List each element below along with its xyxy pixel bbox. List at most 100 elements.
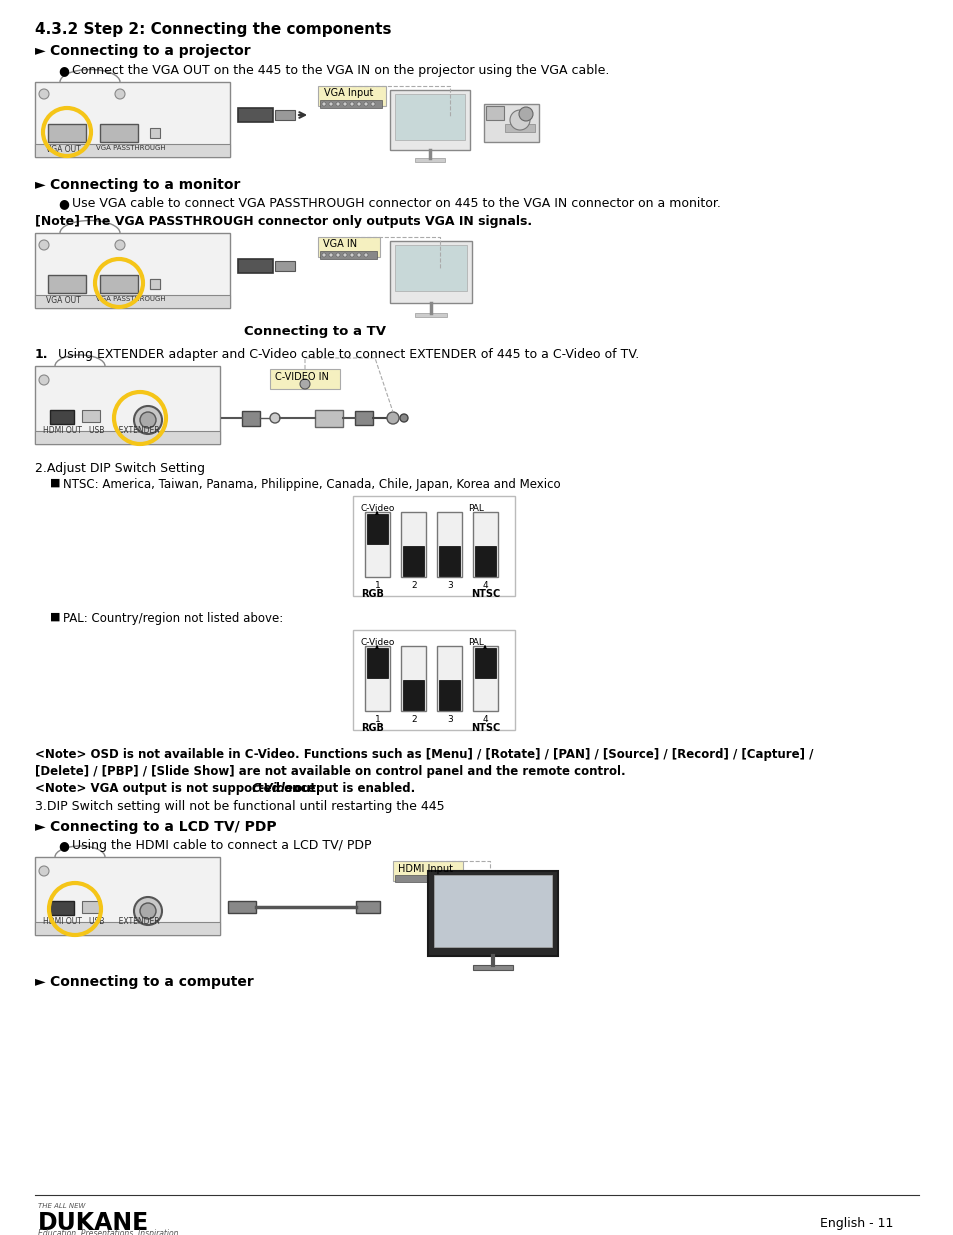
Text: NTSC: NTSC <box>471 589 499 599</box>
Bar <box>35 233 230 308</box>
Circle shape <box>133 406 162 433</box>
Text: VGA OUT: VGA OUT <box>46 296 81 305</box>
Text: THE ALL NEW: THE ALL NEW <box>38 1203 85 1209</box>
Bar <box>228 902 255 913</box>
Text: 4: 4 <box>482 580 488 590</box>
Circle shape <box>343 253 347 257</box>
Text: ■: ■ <box>50 613 60 622</box>
Text: 2: 2 <box>411 580 416 590</box>
Bar <box>35 144 230 157</box>
Text: 1: 1 <box>375 715 380 724</box>
Text: <Note> OSD is not available in C-Video. Functions such as [Menu] / [Rotate] / [P: <Note> OSD is not available in C-Video. … <box>35 748 813 761</box>
Text: C-Video: C-Video <box>252 782 302 795</box>
Circle shape <box>356 103 360 106</box>
Bar <box>367 514 388 543</box>
Bar <box>400 646 426 711</box>
Circle shape <box>387 412 398 424</box>
Bar <box>82 902 100 913</box>
Text: RGB: RGB <box>360 589 383 599</box>
Bar <box>317 86 386 106</box>
Bar <box>353 496 515 597</box>
Text: VGA OUT: VGA OUT <box>46 144 81 154</box>
Bar <box>436 646 461 711</box>
Circle shape <box>322 103 326 106</box>
Text: ►: ► <box>35 44 50 58</box>
Bar <box>274 261 294 270</box>
Bar <box>415 158 444 162</box>
Bar <box>483 104 538 142</box>
Circle shape <box>356 253 360 257</box>
Circle shape <box>299 379 310 389</box>
Bar <box>393 861 462 881</box>
Bar <box>150 279 160 289</box>
Bar <box>270 369 339 389</box>
Bar <box>274 110 294 120</box>
Bar <box>48 275 86 293</box>
Bar <box>35 857 220 935</box>
Bar <box>35 923 220 935</box>
Bar <box>82 410 100 422</box>
Bar <box>395 876 459 882</box>
Text: Connecting to a TV: Connecting to a TV <box>244 325 386 338</box>
Text: PAL: Country/region not listed above:: PAL: Country/region not listed above: <box>63 613 283 625</box>
Text: HDMI OUT   USB      EXTENDER: HDMI OUT USB EXTENDER <box>43 426 159 435</box>
Bar <box>475 546 496 576</box>
Bar <box>415 312 447 317</box>
Bar <box>390 90 470 149</box>
Circle shape <box>364 103 368 106</box>
Circle shape <box>140 903 156 919</box>
Text: ■: ■ <box>50 478 60 488</box>
Bar <box>35 431 220 445</box>
Text: Using EXTENDER adapter and C-Video cable to connect EXTENDER of 445 to a C-Video: Using EXTENDER adapter and C-Video cable… <box>58 348 639 361</box>
Text: 2: 2 <box>411 715 416 724</box>
Text: 4: 4 <box>482 715 488 724</box>
Bar <box>438 680 459 710</box>
Text: 2.Adjust DIP Switch Setting: 2.Adjust DIP Switch Setting <box>35 462 205 475</box>
Bar <box>475 648 496 678</box>
Bar <box>35 295 230 308</box>
Text: VGA Input: VGA Input <box>324 88 373 98</box>
Bar <box>48 124 86 142</box>
Bar <box>365 513 390 577</box>
Text: Connect the VGA OUT on the 445 to the VGA IN on the projector using the VGA cabl: Connect the VGA OUT on the 445 to the VG… <box>71 64 609 77</box>
Bar <box>428 871 558 956</box>
Text: 3: 3 <box>447 715 453 724</box>
Bar <box>504 124 535 132</box>
Bar <box>100 275 138 293</box>
Bar <box>314 410 343 427</box>
Text: 3: 3 <box>447 580 453 590</box>
Text: 4.3.2 Step 2: Connecting the components: 4.3.2 Step 2: Connecting the components <box>35 22 391 37</box>
Bar <box>390 241 472 303</box>
Bar <box>50 410 74 424</box>
Bar <box>355 902 379 913</box>
Bar <box>317 237 379 257</box>
Text: NTSC: America, Taiwan, Panama, Philippine, Canada, Chile, Japan, Korea and Mexic: NTSC: America, Taiwan, Panama, Philippin… <box>63 478 560 492</box>
Text: 1.: 1. <box>35 348 49 361</box>
Text: Connecting to a computer: Connecting to a computer <box>50 974 253 989</box>
Text: VGA PASSTHROUGH: VGA PASSTHROUGH <box>96 296 166 303</box>
Text: output is enabled.: output is enabled. <box>290 782 415 795</box>
Text: VGA PASSTHROUGH: VGA PASSTHROUGH <box>96 144 166 151</box>
Bar <box>50 902 74 915</box>
Circle shape <box>115 89 125 99</box>
Circle shape <box>335 103 339 106</box>
Text: ►: ► <box>35 820 50 834</box>
Circle shape <box>115 240 125 249</box>
Text: PAL: PAL <box>468 504 483 513</box>
Text: ►: ► <box>35 974 50 989</box>
Bar <box>485 106 503 120</box>
Bar <box>434 876 552 947</box>
Circle shape <box>350 253 354 257</box>
Circle shape <box>39 240 49 249</box>
Text: DUKANE: DUKANE <box>38 1212 149 1235</box>
Bar <box>402 680 423 710</box>
Circle shape <box>335 253 339 257</box>
Bar <box>150 128 160 138</box>
Bar <box>473 513 497 577</box>
Text: HDMI OUT   USB      EXTENDER: HDMI OUT USB EXTENDER <box>43 918 159 926</box>
Bar <box>473 965 513 969</box>
Bar <box>367 648 388 678</box>
Bar <box>319 100 381 107</box>
Text: Education. Presentations. Inspiration.: Education. Presentations. Inspiration. <box>38 1229 181 1235</box>
Circle shape <box>371 103 375 106</box>
